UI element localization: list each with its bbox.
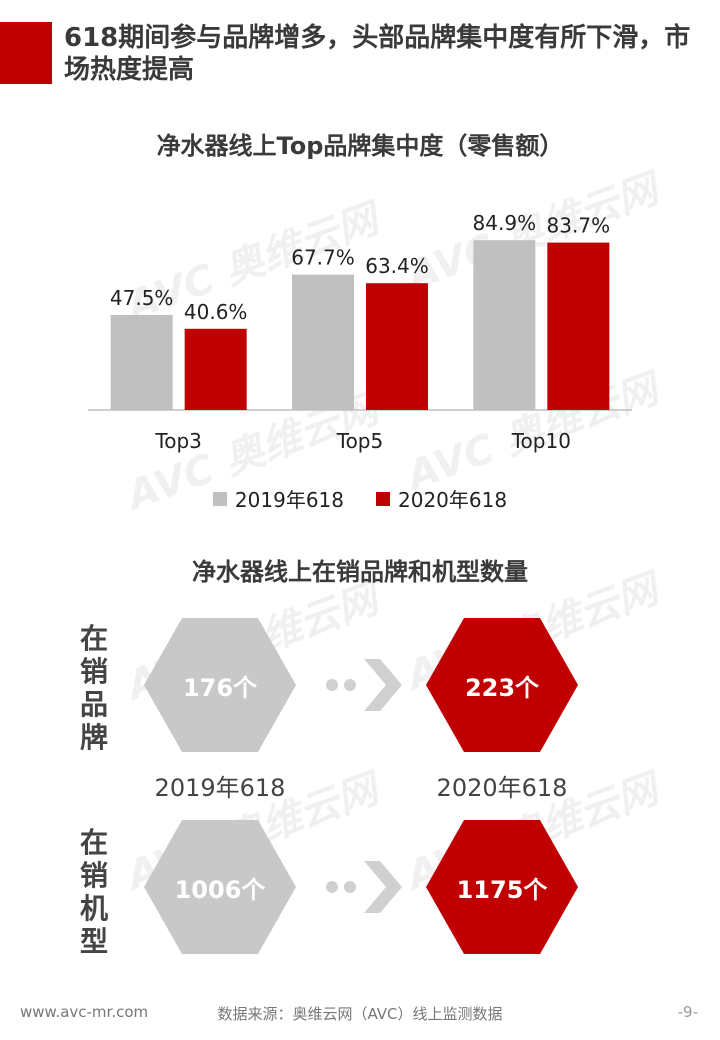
data-label-top5-2019: 67.7% (291, 246, 355, 270)
bar-top10-2019 (473, 240, 536, 410)
data-label-top5-2020: 63.4% (365, 254, 429, 278)
year-label-2019: 2019年618 (154, 774, 286, 802)
arrow-right-icon (326, 861, 402, 913)
models-2020-value: 1175个 (456, 875, 548, 904)
footer-source: 数据来源：奥维云网（AVC）线上监测数据 (217, 1005, 503, 1023)
bar-chart: 47.5% 40.6% Top3 67.7% 63.4% Top5 84.9% 83.7% To… (88, 211, 632, 453)
year-label-2020: 2020年618 (436, 774, 568, 802)
legend-swatch-2020 (376, 491, 390, 506)
bar-top3-2020 (184, 328, 247, 410)
row-label-models: 在销机型 (79, 826, 108, 958)
legend-label-2019: 2019年618 (234, 488, 344, 512)
page-number: -9- (677, 1003, 698, 1021)
bar-top5-2019 (292, 274, 354, 410)
models-2019-value: 1006个 (174, 875, 266, 904)
x-tick-label-top3: Top3 (154, 429, 201, 453)
chart-legend: 2019年618 2020年618 (0, 484, 720, 513)
footer-website[interactable]: www.avc-mr.com (20, 1003, 149, 1021)
arrow-right-icon (326, 659, 402, 711)
data-label-top3-2020: 40.6% (184, 300, 248, 324)
brands-2019-value: 176个 (182, 673, 258, 702)
data-label-top10-2019: 84.9% (473, 211, 537, 235)
x-tick-label-top10: Top10 (511, 429, 571, 453)
legend-label-2020: 2020年618 (398, 488, 508, 512)
legend-item-2019: 2019年618 (212, 484, 344, 513)
bar-top3-2019 (110, 315, 173, 410)
row-label-brands: 在销品牌 (79, 622, 108, 754)
legend-swatch-2019 (212, 491, 227, 506)
chart-title: 净水器线上Top品牌集中度（零售额） (156, 132, 564, 160)
data-label-top3-2019: 47.5% (110, 286, 174, 310)
bar-top10-2020 (547, 242, 610, 410)
title-accent-bar (0, 22, 52, 84)
section2-title: 净水器线上在销品牌和机型数量 (192, 558, 528, 586)
data-label-top10-2020: 83.7% (547, 214, 611, 238)
x-tick-label-top5: Top5 (336, 429, 383, 453)
bar-top5-2020 (366, 283, 428, 410)
legend-item-2020: 2020年618 (376, 484, 507, 513)
brands-2020-value: 223个 (464, 673, 540, 702)
page-title: 618期间参与品牌增多，头部品牌集中度有所下滑，市场热度提高 (64, 23, 691, 85)
